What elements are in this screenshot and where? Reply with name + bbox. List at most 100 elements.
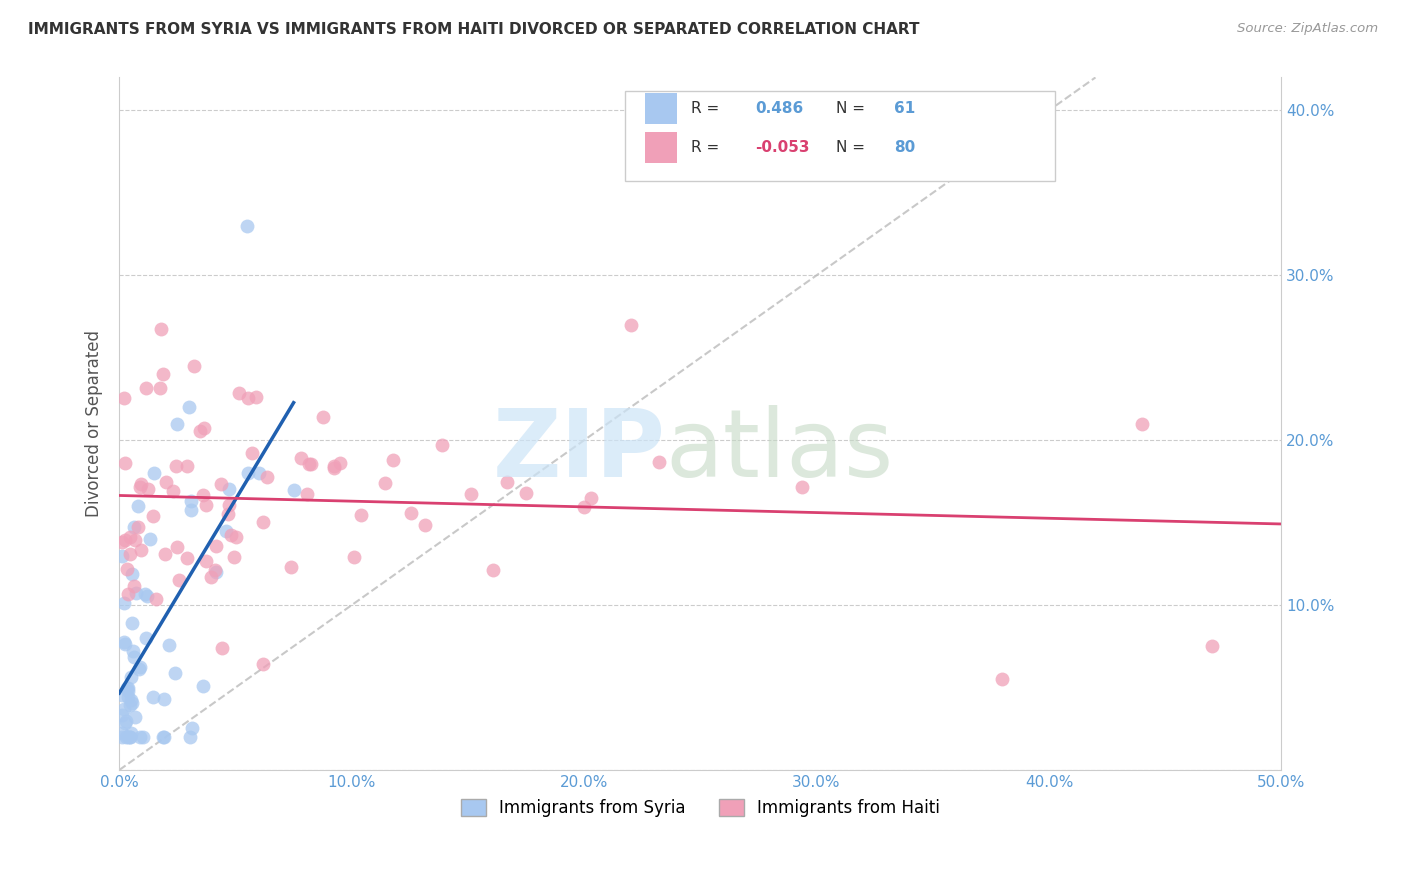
- Point: [204, 564, 226, 578]
- Point: [245, 391, 267, 405]
- Point: [117, 730, 139, 744]
- Point: [298, 458, 321, 472]
- Point: [114, 456, 136, 470]
- Point: [124, 533, 146, 548]
- Point: [228, 386, 250, 401]
- Point: [122, 644, 145, 658]
- Point: [118, 730, 141, 744]
- FancyBboxPatch shape: [644, 93, 678, 124]
- Point: [322, 458, 344, 473]
- Point: [128, 662, 150, 676]
- Text: 61: 61: [894, 101, 915, 116]
- Point: [1201, 640, 1223, 654]
- Point: [125, 586, 148, 600]
- Point: [222, 549, 245, 564]
- Point: [120, 730, 142, 744]
- Point: [121, 616, 143, 631]
- Point: [120, 698, 142, 712]
- Point: [399, 507, 422, 521]
- Point: [343, 549, 366, 564]
- Point: [252, 657, 274, 671]
- Point: [200, 570, 222, 584]
- Point: [135, 631, 157, 645]
- Point: [256, 470, 278, 484]
- Point: [329, 456, 352, 470]
- Point: [136, 589, 159, 603]
- Point: [193, 679, 215, 693]
- Point: [991, 673, 1014, 687]
- Point: [579, 491, 602, 505]
- Point: [218, 482, 240, 496]
- Point: [211, 641, 233, 656]
- Point: [647, 455, 669, 469]
- Point: [252, 516, 274, 530]
- Point: [236, 467, 259, 481]
- Point: [176, 458, 198, 473]
- Point: [131, 543, 153, 558]
- Point: [792, 480, 814, 494]
- Point: [117, 681, 139, 695]
- Point: [142, 690, 165, 704]
- Point: [217, 507, 239, 521]
- Point: [162, 483, 184, 498]
- Point: [120, 670, 142, 684]
- Point: [112, 702, 135, 716]
- Point: [128, 660, 150, 674]
- Point: [195, 498, 218, 512]
- Point: [413, 517, 436, 532]
- Point: [117, 684, 139, 698]
- Text: IMMIGRANTS FROM SYRIA VS IMMIGRANTS FROM HAITI DIVORCED OR SEPARATED CORRELATION: IMMIGRANTS FROM SYRIA VS IMMIGRANTS FROM…: [28, 22, 920, 37]
- Point: [135, 381, 157, 395]
- Point: [122, 650, 145, 665]
- Point: [193, 421, 215, 435]
- Point: [153, 730, 176, 744]
- Point: [124, 710, 146, 724]
- Point: [283, 483, 305, 497]
- Point: [120, 547, 142, 561]
- Point: [114, 637, 136, 651]
- Text: 0.486: 0.486: [755, 101, 803, 116]
- Point: [127, 499, 149, 513]
- Point: [167, 574, 190, 588]
- Point: [496, 475, 519, 489]
- Point: [572, 500, 595, 514]
- Point: [120, 692, 142, 706]
- Point: [145, 592, 167, 607]
- Point: [194, 554, 217, 568]
- Point: [112, 597, 135, 611]
- Point: [134, 587, 156, 601]
- Point: [149, 322, 172, 336]
- Text: R =: R =: [690, 140, 724, 155]
- Point: [153, 692, 176, 706]
- Point: [129, 480, 152, 494]
- Point: [1130, 417, 1153, 431]
- Point: [117, 681, 139, 695]
- Point: [312, 409, 335, 424]
- Point: [152, 368, 174, 382]
- Point: [177, 401, 200, 415]
- Point: [515, 485, 537, 500]
- Point: [117, 587, 139, 601]
- Point: [155, 547, 177, 561]
- Point: [209, 477, 232, 491]
- Point: [460, 487, 482, 501]
- Point: [188, 425, 211, 439]
- Point: [117, 690, 139, 705]
- Point: [219, 527, 242, 541]
- Point: [121, 566, 143, 581]
- Point: [240, 445, 263, 459]
- Legend: Immigrants from Syria, Immigrants from Haiti: Immigrants from Syria, Immigrants from H…: [454, 792, 946, 824]
- Point: [110, 707, 132, 722]
- Point: [382, 453, 405, 467]
- Point: [129, 730, 152, 744]
- Point: [225, 530, 247, 544]
- Point: [163, 665, 186, 680]
- Text: R =: R =: [690, 101, 724, 116]
- FancyBboxPatch shape: [644, 132, 678, 163]
- Point: [350, 508, 373, 522]
- Point: [152, 730, 174, 744]
- Point: [118, 530, 141, 544]
- Point: [110, 535, 132, 549]
- Point: [181, 722, 204, 736]
- Point: [430, 438, 453, 452]
